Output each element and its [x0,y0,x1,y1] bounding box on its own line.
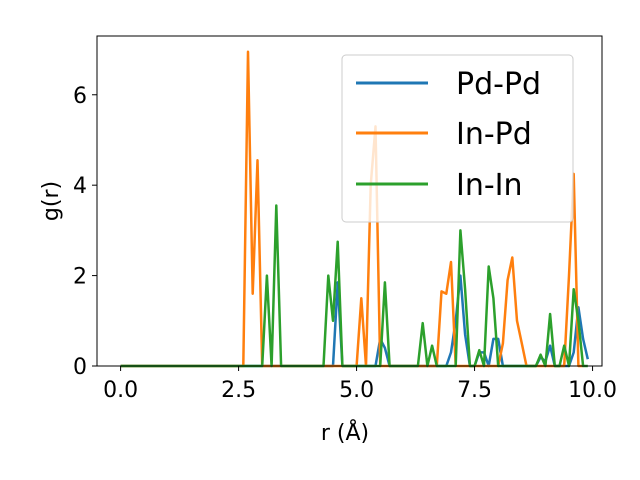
axes-frame [96,35,603,367]
y-axis-ticks: 0 2 4 6 [73,84,97,380]
legend-box [341,54,574,223]
legend-label-pd-pd: Pd-Pd [456,67,541,102]
x-tick-label: 2.5 [221,378,256,403]
x-tick-label: 7.5 [457,378,492,403]
x-axis-ticks: 0.0 2.5 5.0 7.5 10.0 [103,366,617,403]
legend-label-in-pd: In-Pd [456,117,532,152]
y-axis-label: g(r) [39,181,64,221]
series-line-in-in [120,204,588,368]
x-tick-label: 5.0 [339,378,374,403]
y-tick-label: 2 [73,265,87,290]
legend-label-in-in: In-In [456,168,523,203]
y-tick-label: 4 [73,174,87,199]
x-tick-label: 0.0 [103,378,138,403]
x-axis-label: r (Å) [321,419,369,446]
y-tick-label: 6 [73,84,87,109]
x-tick-label: 10.0 [568,378,617,403]
legend: Pd-Pd In-Pd In-In [341,54,574,223]
y-tick-label: 0 [73,355,87,380]
